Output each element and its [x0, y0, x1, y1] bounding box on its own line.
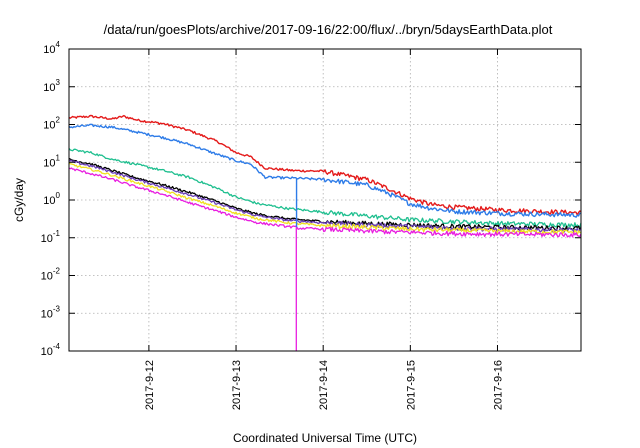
x-axis-ticks: 2017-9-12 2017-9-13 2017-9-14 2017-9-15 2017… [144, 49, 504, 410]
y-tick-label: 10-4 [41, 342, 61, 358]
series-line-1 [68, 114, 582, 216]
y-axis-ticks: 10-4 10-3 10-2 10-1 100 101 102 103 104 [41, 40, 581, 358]
y-tick-label: 10-3 [41, 304, 61, 320]
y-tick-label: 103 [43, 78, 60, 94]
y-tick-label: 102 [43, 116, 60, 132]
series-line-6 [68, 162, 582, 236]
y-axis-label: cGy/day [12, 178, 26, 222]
x-tick-label: 2017-9-13 [231, 360, 243, 410]
series-line-7 [68, 167, 582, 351]
grid [69, 49, 581, 351]
y-tick-label: 100 [43, 191, 60, 207]
x-tick-label: 2017-9-15 [405, 360, 417, 410]
series-line-5 [68, 159, 582, 233]
x-tick-label: 2017-9-16 [492, 360, 504, 410]
series-line-2 [68, 123, 582, 218]
series-line-3 [68, 147, 582, 228]
y-tick-label: 10-1 [41, 229, 61, 245]
chart-title: /data/run/goesPlots/archive/2017-09-16/2… [104, 22, 553, 37]
x-tick-label: 2017-9-12 [144, 360, 156, 410]
y-tick-label: 10-2 [41, 267, 61, 283]
y-tick-label: 101 [43, 153, 60, 169]
y-tick-label: 104 [43, 40, 60, 56]
x-tick-label: 2017-9-14 [318, 360, 330, 410]
x-axis-label: Coordinated Universal Time (UTC) [233, 431, 417, 445]
series-group [68, 114, 582, 351]
